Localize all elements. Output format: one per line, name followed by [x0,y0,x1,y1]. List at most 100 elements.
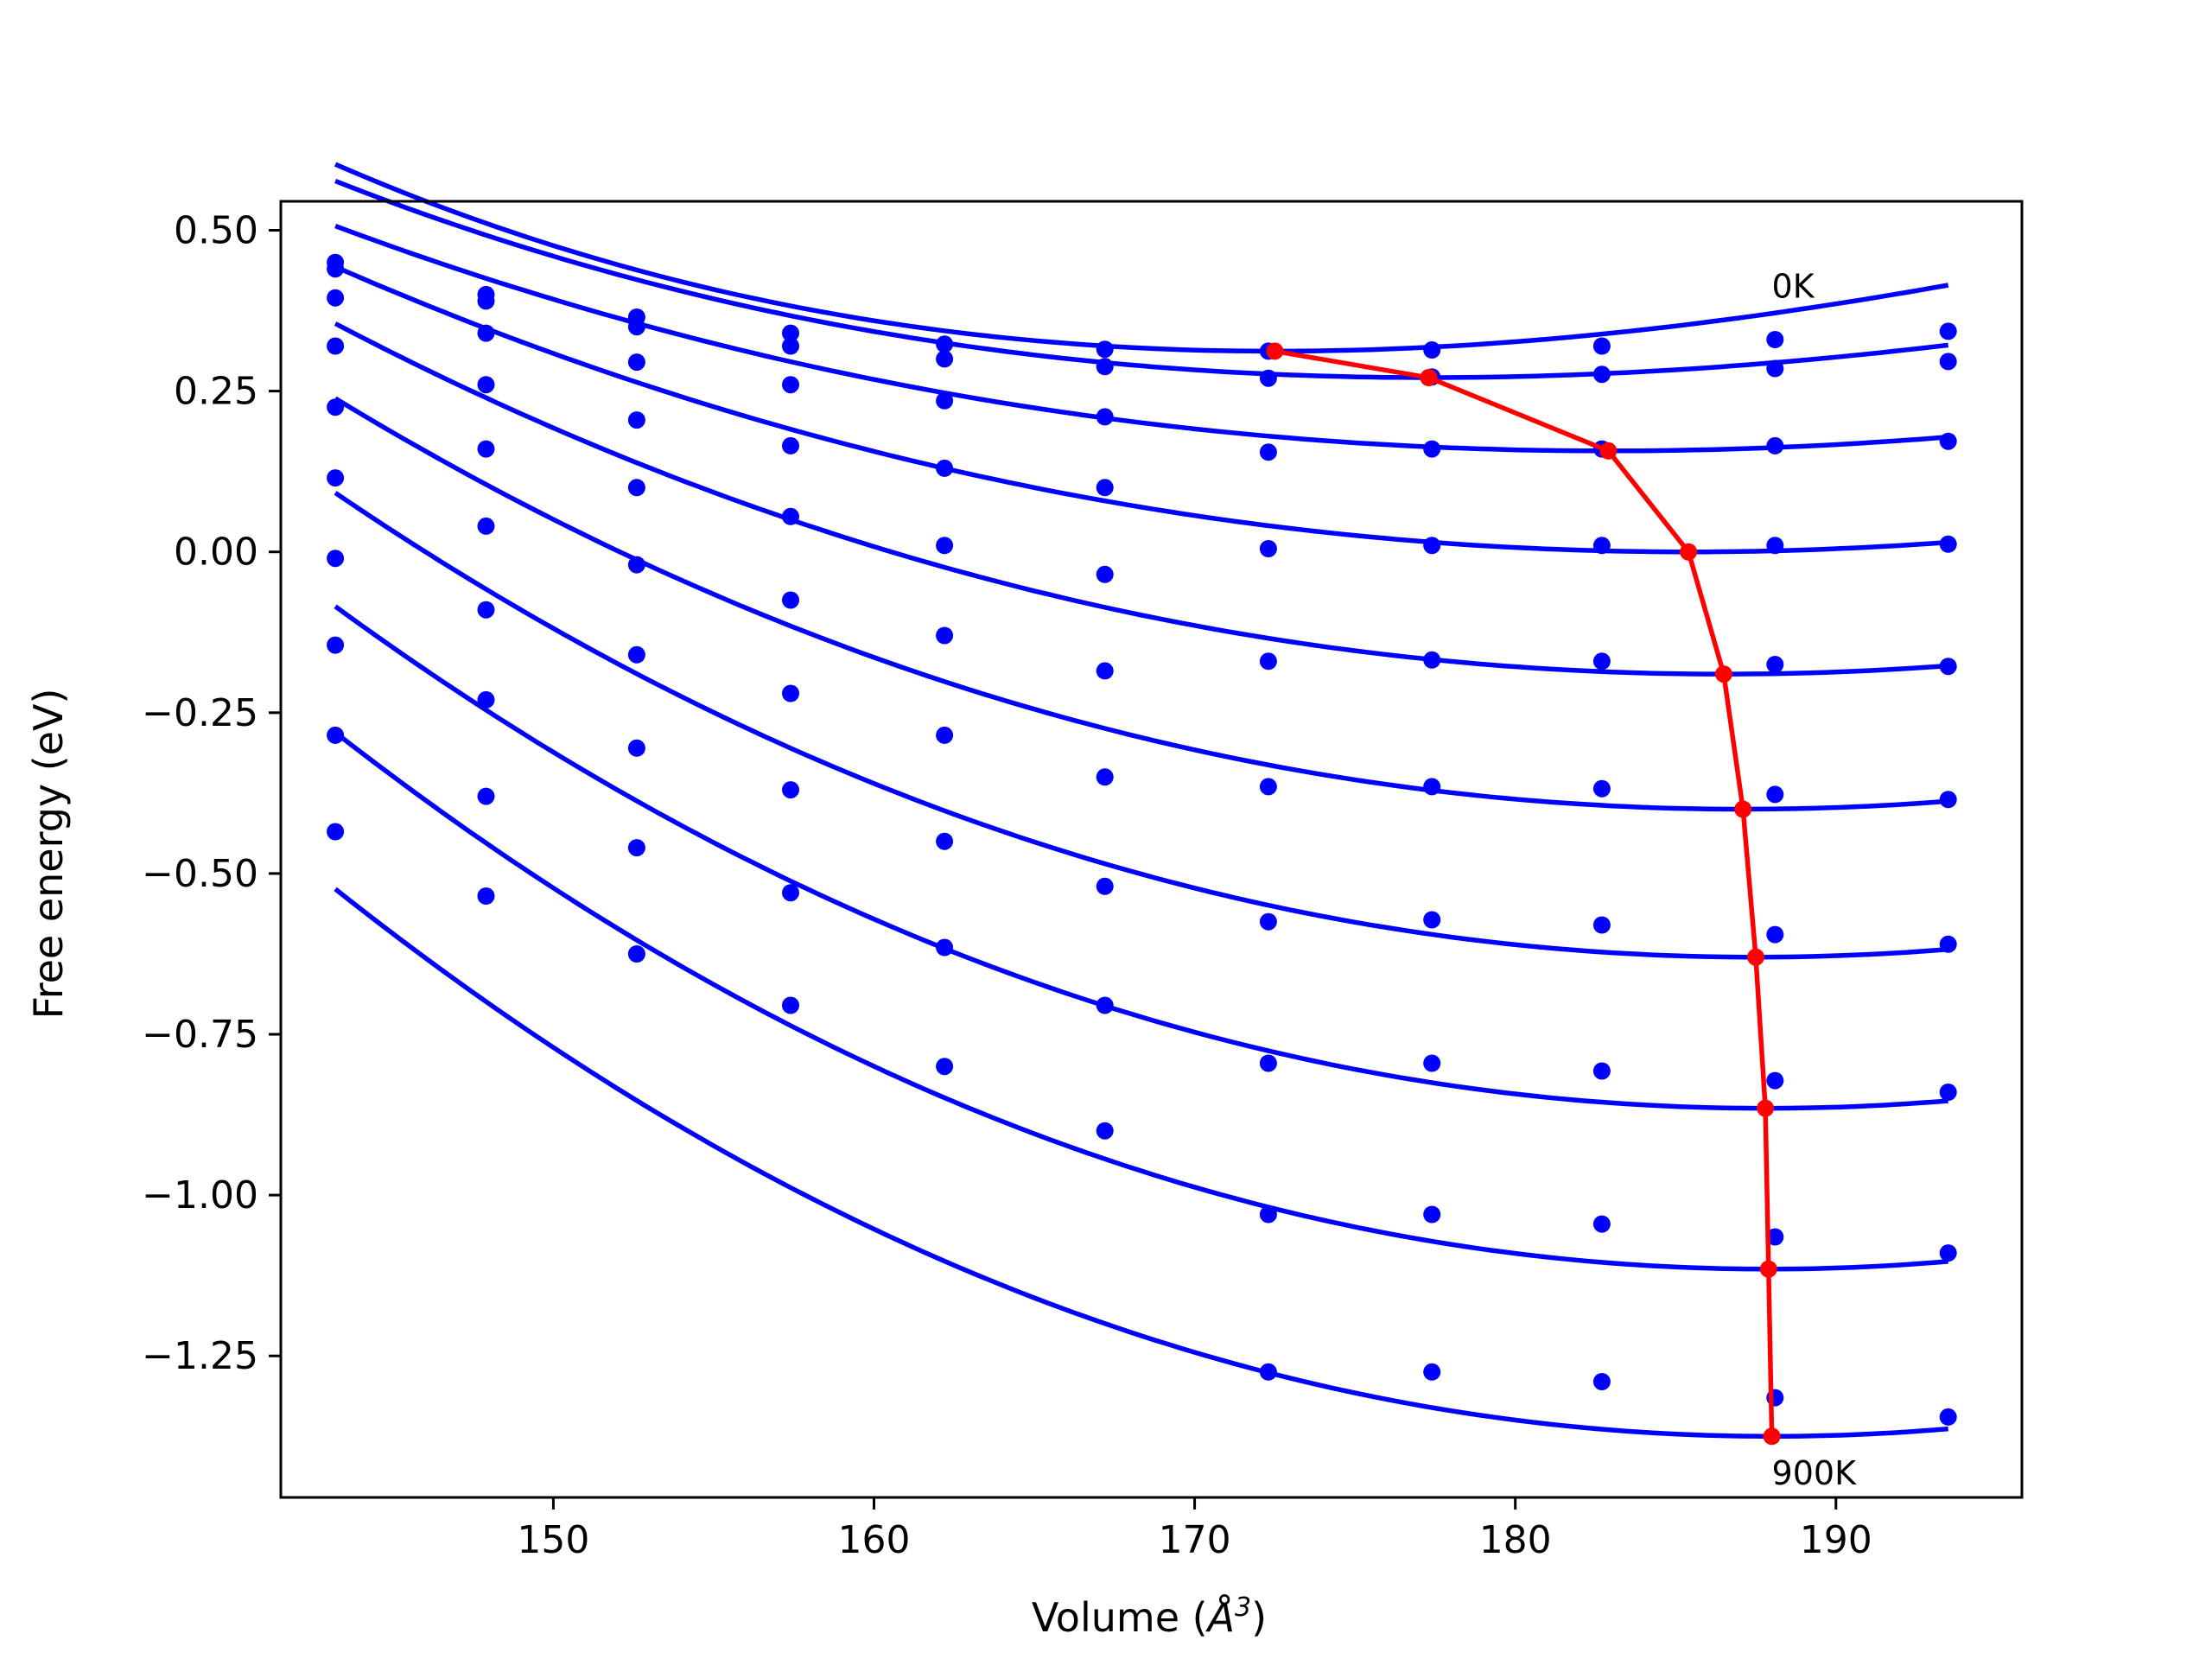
data-point-s5-2 [477,440,495,458]
data-point-s2-2 [477,292,495,310]
data-point-s1-4 [782,324,799,342]
y-axis-title: Free energy (eV) [25,689,72,1020]
data-point-s7-8 [1423,911,1441,929]
data-point-s4-7 [1259,540,1277,557]
data-point-s3-1 [327,289,345,307]
data-point-s10-1 [327,823,345,841]
data-point-s10-6 [1096,1122,1114,1140]
data-point-s2-11 [1939,353,1957,371]
data-point-s7-4 [782,684,799,702]
data-point-s10-3 [627,945,645,963]
data-point-s8-5 [936,832,954,850]
data-point-s1-10 [1766,331,1784,348]
data-point-s6-2 [477,517,495,535]
y-axis-ticks: 0.50 0.25 0.00 −0.25 −0.50 −0.75 −1.00 −1.25 [142,208,281,1378]
data-point-s7-2 [477,601,495,619]
data-point-s6-10 [1766,785,1784,804]
data-point-s6-1 [327,469,345,487]
fit-curve-3 [334,224,1948,454]
data-point-s3-4 [782,376,799,394]
fit-curve-6 [334,396,1948,812]
data-point-s9-10 [1766,1228,1784,1246]
fit-curve-1 [334,162,1949,354]
data-point-s1-5 [936,335,954,353]
data-point-s7-6 [1096,768,1114,786]
data-point-s3-2 [477,324,495,342]
data-point-s2-5 [936,350,954,368]
data-point-s7-7 [1259,912,1277,931]
data-point-s3-6 [1096,408,1114,426]
plot-frame [279,200,2024,1499]
data-point-s4-8 [1423,537,1441,555]
data-point-s10-11 [1939,1408,1957,1426]
data-point-s2-10 [1766,359,1784,378]
data-point-s3-8 [1423,440,1441,458]
data-point-s5-10 [1766,656,1784,673]
data-point-s8-3 [627,739,645,757]
data-point-s6-3 [627,556,645,574]
data-point-s1-9 [1592,337,1611,355]
data-point-s4-5 [936,459,954,477]
data-point-s4-3 [627,411,645,429]
data-point-s3-11 [1939,432,1957,450]
minimum-point-10 [1763,1427,1781,1446]
data-point-s8-11 [1939,1084,1957,1101]
x-axis-title: Volume (Å3) [1032,1592,1267,1641]
data-point-s4-9 [1592,537,1611,555]
data-point-s8-10 [1766,1071,1784,1090]
data-point-s9-5 [936,938,954,957]
data-point-s6-6 [1096,662,1114,680]
data-point-s10-8 [1423,1363,1441,1381]
data-point-s2-1 [327,260,345,278]
data-point-s1-8 [1423,341,1441,359]
data-point-s5-7 [1259,652,1277,671]
data-point-s7-5 [936,726,954,744]
data-point-s3-7 [1259,443,1277,461]
data-point-s2-7 [1259,369,1277,387]
data-point-s5-8 [1423,651,1441,669]
data-point-s8-9 [1592,1062,1611,1080]
fit-curve-9 [334,730,1948,1272]
y-tick-label: 0.00 [174,531,258,575]
fit-curves [334,162,1949,1440]
x-tick-label: 190 [1800,1518,1872,1562]
data-point-s5-1 [327,398,345,416]
data-point-s9-1 [327,726,345,744]
data-point-s9-3 [627,839,645,857]
data-point-s9-6 [1096,996,1114,1014]
data-point-s3-3 [627,353,645,372]
data-point-s7-3 [627,645,645,664]
data-point-s4-10 [1766,537,1784,555]
fit-curve-4 [334,264,1948,555]
x-axis-ticks: 150 160 170 180 190 [517,1497,1872,1562]
minimum-point-3 [1599,442,1618,460]
data-point-s1-6 [1096,340,1114,359]
data-point-s10-5 [936,1058,954,1076]
data-point-s8-7 [1259,1054,1277,1072]
annotation-0k: 0K [1772,268,1815,306]
data-point-s7-1 [327,550,345,568]
temperature-annotations: 0K 900K [1772,268,1858,1492]
data-point-s9-9 [1592,1215,1611,1233]
x-tick-label: 170 [1159,1518,1231,1562]
data-point-s6-4 [782,591,799,609]
data-point-s8-6 [1096,877,1114,895]
data-point-s10-7 [1259,1363,1277,1381]
data-point-s2-4 [782,337,799,355]
x-tick-label: 160 [838,1518,911,1562]
data-point-s6-7 [1259,778,1277,796]
data-point-s8-2 [477,690,495,709]
data-point-s2-9 [1592,365,1611,384]
fit-curve-5 [334,321,1948,677]
data-point-s8-8 [1423,1054,1441,1072]
annotation-900k: 900K [1772,1454,1858,1492]
data-point-s3-5 [936,391,954,410]
minimum-point-4 [1680,543,1698,561]
data-point-s4-1 [327,337,345,355]
data-point-s6-9 [1592,779,1611,798]
data-point-s10-2 [477,887,495,905]
minimum-point-5 [1714,665,1732,683]
fit-curve-8 [334,604,1948,1111]
data-point-s6-11 [1939,791,1957,809]
data-point-s6-5 [936,626,954,645]
